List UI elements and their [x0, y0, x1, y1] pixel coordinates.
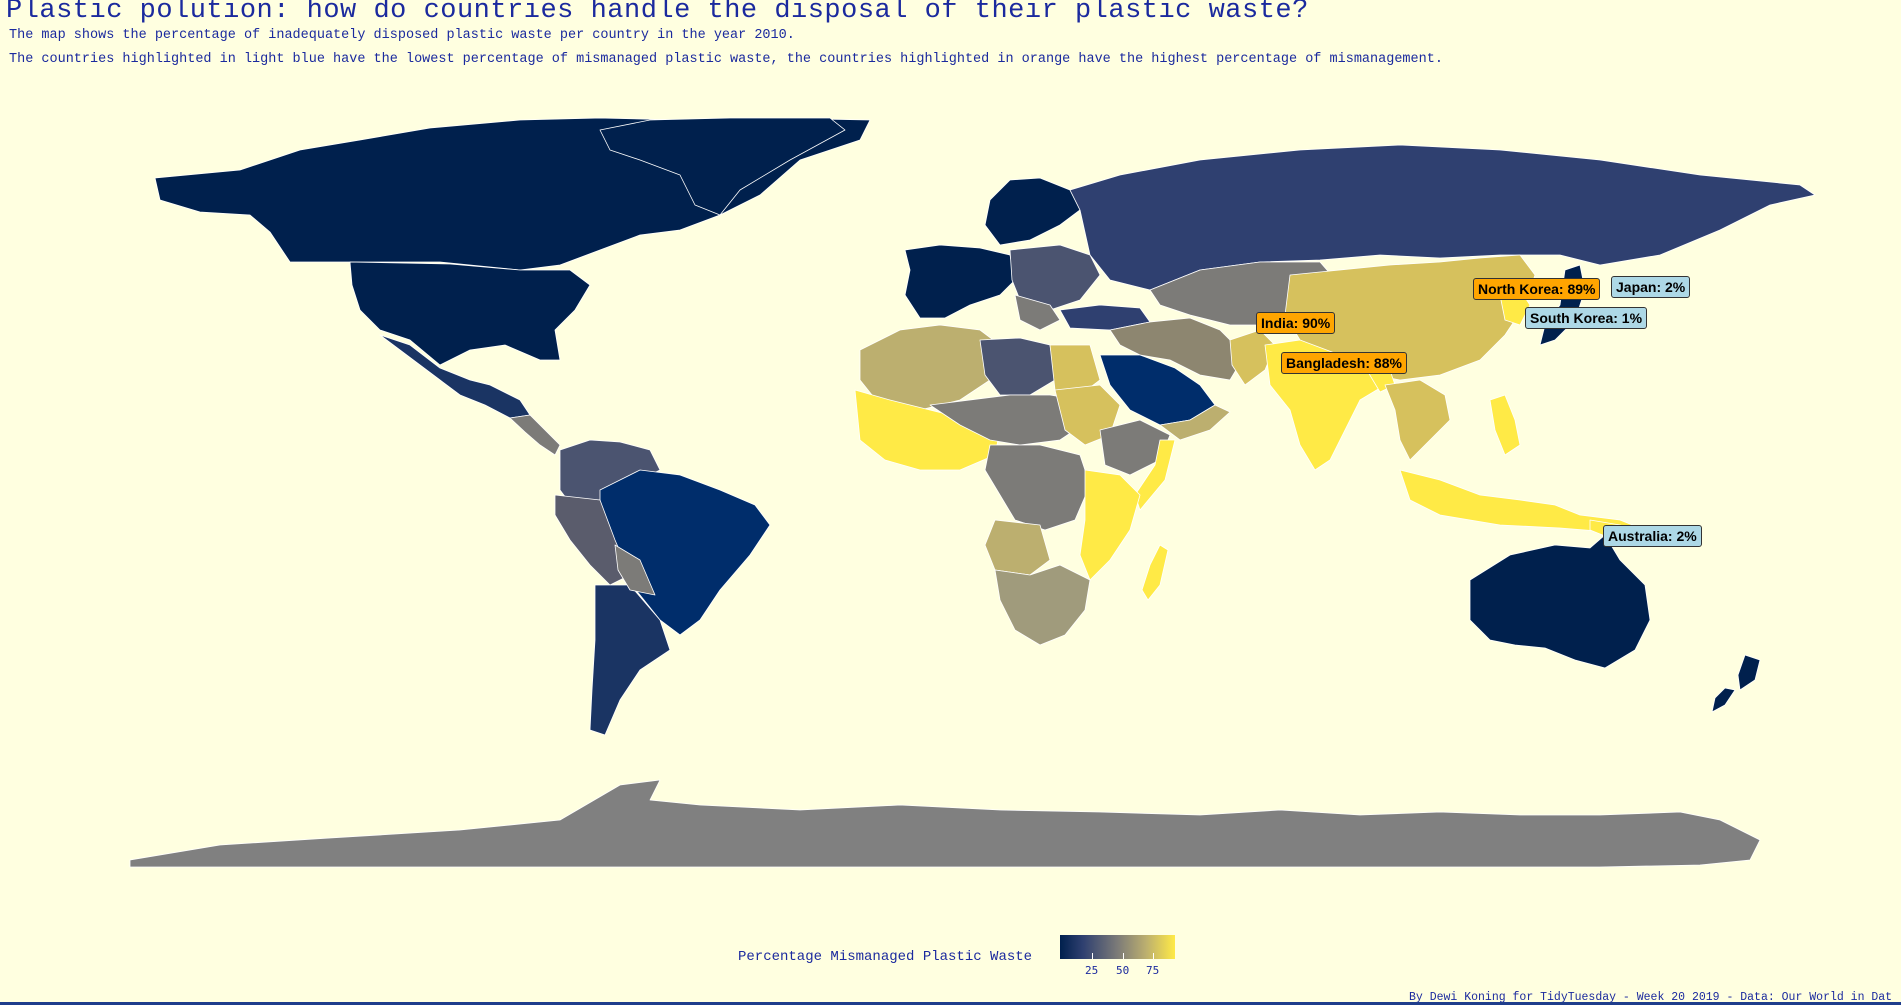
- region-balkans: [1014, 294, 1061, 331]
- legend-tickmark-75: [1153, 953, 1154, 959]
- legend-tick-75: 75: [1146, 964, 1160, 977]
- region-indonesia: [1399, 469, 1641, 533]
- legend-tick-25: 25: [1085, 964, 1099, 977]
- region-central-africa: [984, 444, 1091, 531]
- region-australia: [1469, 534, 1651, 669]
- region-new-zealand: [1711, 654, 1761, 713]
- region-iran-iraq: [1109, 317, 1246, 381]
- legend-tick-50: 50: [1116, 964, 1130, 977]
- legend-tickmark-50: [1123, 953, 1124, 959]
- map-label-india: India: 90%: [1256, 312, 1336, 334]
- region-japan: [1539, 264, 1586, 346]
- region-eastern-europe: [1009, 244, 1101, 311]
- region-somalia: [1134, 439, 1176, 511]
- region-scandinavia: [984, 177, 1081, 246]
- region-usa: [349, 261, 591, 366]
- region-western-europe: [904, 244, 1016, 319]
- legend-tickmark-25: [1092, 953, 1093, 959]
- map-label-south-korea: South Korea: 1%: [1525, 307, 1648, 329]
- region-southeast-asia: [1384, 379, 1451, 461]
- subtitle-line-1: The map shows the percentage of inadequa…: [9, 28, 795, 43]
- region-central-america: [509, 414, 561, 456]
- region-madagascar: [1141, 544, 1169, 601]
- region-angola: [984, 519, 1051, 576]
- caption: By Dewi Koning for TidyTuesday - Week 20…: [1409, 991, 1893, 1004]
- region-paraguay: [614, 544, 656, 596]
- region-argentina-chile: [589, 584, 671, 736]
- subtitle-line-2: The countries highlighted in light blue …: [9, 52, 1443, 67]
- region-southern-africa: [994, 564, 1091, 646]
- region-greenland: [599, 117, 846, 216]
- legend-color-bar: [1060, 935, 1175, 959]
- bottom-border: [0, 1002, 1901, 1005]
- map-label-north-korea: North Korea: 89%: [1473, 278, 1601, 300]
- page-title: Plastic polution: how do countries handl…: [6, 0, 1309, 26]
- map-label-japan: Japan: 2%: [1611, 276, 1691, 298]
- legend-title: Percentage Mismanaged Plastic Waste: [738, 949, 1033, 965]
- region-east-africa: [1079, 469, 1141, 581]
- region-libya: [979, 337, 1056, 396]
- region-yemen-oman: [1159, 404, 1231, 441]
- region-philippines: [1489, 394, 1521, 456]
- map-label-bangladesh: Bangladesh: 88%: [1281, 352, 1407, 374]
- region-antarctica: [129, 779, 1761, 868]
- map-label-australia: Australia: 2%: [1603, 525, 1702, 547]
